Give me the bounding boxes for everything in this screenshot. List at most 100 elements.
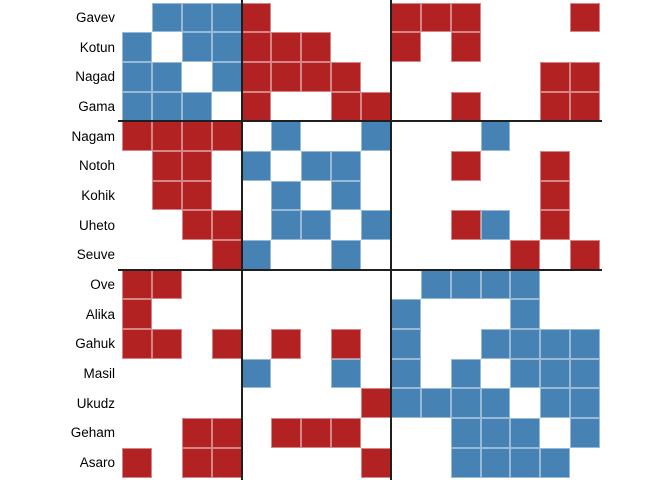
- matrix-cell: [181, 61, 212, 92]
- matrix-cell: [181, 447, 212, 478]
- matrix-cell: [570, 61, 600, 92]
- matrix-cell: [211, 210, 242, 240]
- matrix-cell: [301, 121, 332, 151]
- matrix-cell: [361, 121, 391, 151]
- matrix-cell: [151, 180, 182, 211]
- matrix-cell: [390, 447, 421, 478]
- matrix-cell: [181, 180, 212, 211]
- matrix-cell: [151, 240, 182, 270]
- matrix-cell: [331, 2, 361, 33]
- matrix-cell: [480, 388, 511, 419]
- matrix-cell: [420, 150, 451, 181]
- row-label: Gahuk: [75, 336, 115, 352]
- matrix-cell: [211, 150, 242, 181]
- matrix-cell: [510, 32, 541, 62]
- matrix-cell: [390, 2, 421, 33]
- matrix-cell: [241, 388, 272, 419]
- matrix-cell: [570, 91, 600, 122]
- matrix-cell: [211, 269, 242, 300]
- matrix-cell: [361, 2, 391, 33]
- matrix-cell: [181, 91, 212, 122]
- matrix-cell: [480, 240, 511, 270]
- matrix-cell: [181, 329, 212, 359]
- matrix-cell: [331, 32, 361, 62]
- matrix-cell: [361, 91, 391, 122]
- matrix-cell: [122, 32, 152, 62]
- matrix-cell: [450, 447, 481, 478]
- matrix-cell: [122, 358, 152, 389]
- matrix-cell: [570, 329, 600, 359]
- row-label: Ove: [90, 277, 115, 293]
- matrix-cell: [480, 150, 511, 181]
- matrix-cell: [361, 210, 391, 240]
- matrix-cell: [211, 180, 242, 211]
- matrix-cell: [390, 61, 421, 92]
- matrix-cell: [331, 121, 361, 151]
- matrix-cell: [301, 299, 332, 330]
- matrix-cell: [241, 210, 272, 240]
- matrix-cell: [540, 240, 571, 270]
- matrix-cell: [271, 418, 302, 448]
- matrix-cell: [480, 121, 511, 151]
- row-label: Geham: [70, 425, 115, 441]
- matrix-cell: [181, 2, 212, 33]
- matrix-cell: [301, 418, 332, 448]
- row-label: Ukudz: [76, 395, 115, 411]
- matrix-cell: [450, 269, 481, 300]
- matrix-cell: [331, 447, 361, 478]
- matrix-cell: [540, 299, 571, 330]
- matrix-cell: [122, 150, 152, 181]
- matrix-cell: [331, 418, 361, 448]
- matrix-cell: [420, 418, 451, 448]
- matrix-cell: [122, 269, 152, 300]
- matrix-cell: [390, 418, 421, 448]
- matrix-cell: [361, 32, 391, 62]
- matrix-cell: [271, 240, 302, 270]
- matrix-cell: [450, 299, 481, 330]
- matrix-cell: [211, 299, 242, 330]
- block-separator-horizontal: [118, 268, 602, 271]
- matrix-cell: [450, 329, 481, 359]
- matrix-cell: [510, 91, 541, 122]
- matrix-cell: [122, 61, 152, 92]
- matrix-cell: [301, 150, 332, 181]
- matrix-cell: [390, 240, 421, 270]
- matrix-cell: [570, 2, 600, 33]
- matrix-cell: [181, 358, 212, 389]
- matrix-cell: [450, 358, 481, 389]
- row-label: Seuve: [76, 247, 115, 263]
- matrix-cell: [122, 329, 152, 359]
- row-label: Nagam: [71, 128, 115, 144]
- matrix-cell: [151, 447, 182, 478]
- matrix-cell: [241, 180, 272, 211]
- block-separator-horizontal: [118, 120, 602, 123]
- matrix-cell: [420, 299, 451, 330]
- matrix-cell: [480, 61, 511, 92]
- matrix-cell: [510, 150, 541, 181]
- matrix-cell: [510, 358, 541, 389]
- matrix-cell: [420, 91, 451, 122]
- matrix-cell: [151, 388, 182, 419]
- adjacency-matrix: [122, 2, 600, 478]
- matrix-cell: [510, 418, 541, 448]
- matrix-cell: [241, 447, 272, 478]
- matrix-cell: [151, 358, 182, 389]
- matrix-cell: [271, 121, 302, 151]
- matrix-cell: [480, 180, 511, 211]
- matrix-cell: [420, 447, 451, 478]
- matrix-cell: [450, 150, 481, 181]
- matrix-cell: [540, 269, 571, 300]
- matrix-cell: [301, 329, 332, 359]
- matrix-cell: [331, 210, 361, 240]
- matrix-cell: [510, 2, 541, 33]
- matrix-cell: [570, 32, 600, 62]
- matrix-cell: [271, 210, 302, 240]
- matrix-cell: [390, 388, 421, 419]
- matrix-cell: [480, 210, 511, 240]
- matrix-cell: [241, 358, 272, 389]
- matrix-cell: [540, 418, 571, 448]
- matrix-cell: [510, 269, 541, 300]
- matrix-cell: [361, 299, 391, 330]
- matrix-cell: [122, 447, 152, 478]
- matrix-cell: [540, 91, 571, 122]
